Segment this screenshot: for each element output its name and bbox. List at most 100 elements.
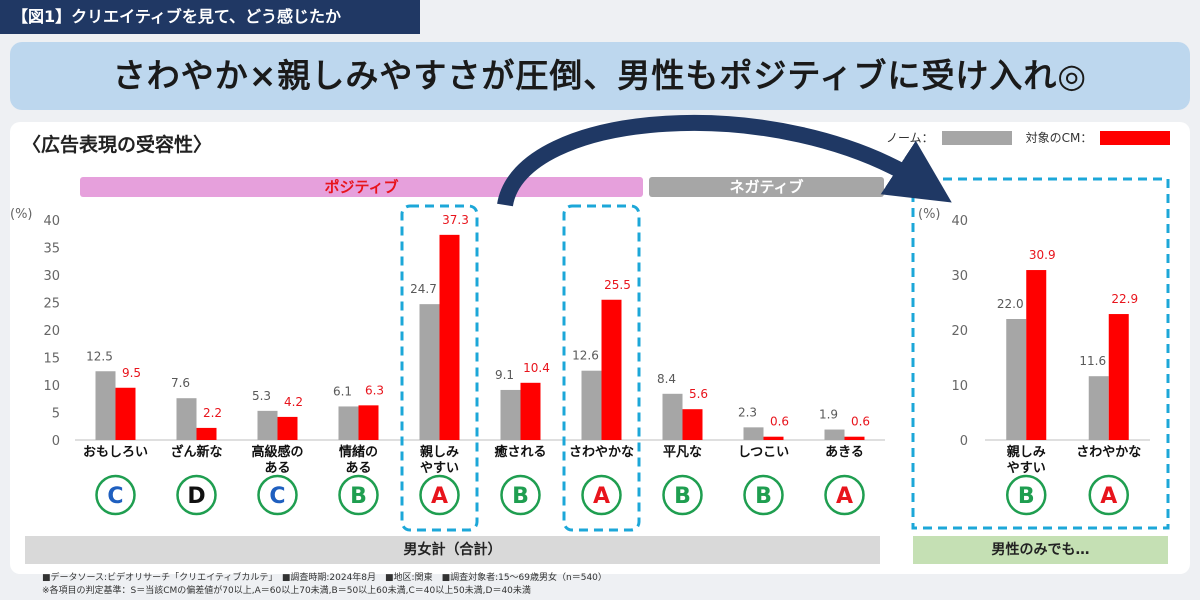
category-label: しつこい bbox=[738, 445, 789, 460]
grade-circle bbox=[1006, 474, 1047, 516]
source-note-2: ※各項目の判定基準：S＝当該CMの偏差値が70以上,A＝60以上70未満,B＝5… bbox=[42, 586, 531, 596]
y-tick-label: 5 bbox=[52, 407, 60, 422]
category-label: 高級感の bbox=[251, 444, 303, 460]
grade-letter: A bbox=[431, 484, 448, 509]
data-label-norm: 11.6 bbox=[1079, 354, 1106, 368]
main-chart: (%) 0 5 10 15 20 25 30 35 40 12.5 9.5 おもしろい C 7.6 2.2 ざん… bbox=[10, 204, 885, 532]
bar-norm bbox=[419, 304, 440, 440]
bar-target bbox=[1026, 270, 1047, 440]
y-tick-label: 20 bbox=[43, 324, 60, 339]
data-label-target: 0.6 bbox=[851, 415, 870, 429]
grade-circle bbox=[662, 474, 703, 516]
grade-circle bbox=[581, 474, 622, 516]
grade-circle bbox=[95, 474, 136, 516]
bar-target bbox=[358, 405, 379, 440]
grade-letter: B bbox=[1018, 484, 1035, 509]
category-label: ざん新な bbox=[170, 444, 222, 460]
data-label-norm: 6.1 bbox=[333, 384, 352, 398]
chart-subtitle: 〈広告表現の受容性〉 bbox=[22, 134, 213, 156]
y-tick-label: 30 bbox=[43, 269, 60, 284]
data-label-target: 0.6 bbox=[770, 415, 789, 429]
bar-norm bbox=[500, 389, 521, 440]
data-label-target: 9.5 bbox=[122, 366, 141, 380]
y-tick-label: 40 bbox=[951, 214, 968, 229]
grade-circle bbox=[419, 474, 460, 516]
data-label-norm: 2.3 bbox=[738, 405, 757, 419]
footer-male-bar: 男性のみでも… bbox=[913, 536, 1168, 564]
y-tick-label: 30 bbox=[951, 269, 968, 284]
bar-target bbox=[1108, 314, 1129, 440]
data-label-target: 10.4 bbox=[523, 361, 550, 375]
bar-target bbox=[763, 436, 784, 440]
footer-total-bar: 男女計（合計） bbox=[25, 536, 880, 564]
data-label-norm: 7.6 bbox=[171, 376, 190, 390]
data-label-target: 22.9 bbox=[1111, 292, 1138, 306]
category-label: やすい bbox=[420, 461, 459, 476]
bar-target bbox=[844, 436, 865, 440]
data-label-norm: 24.7 bbox=[410, 282, 437, 296]
bar-target bbox=[682, 409, 703, 440]
grade-letter: C bbox=[269, 484, 285, 509]
grade-letter: B bbox=[350, 484, 367, 509]
bar-target bbox=[520, 382, 541, 440]
y-tick-label: 0 bbox=[960, 434, 968, 449]
category-label: ある bbox=[264, 461, 290, 476]
category-label: さわやかな bbox=[569, 445, 634, 460]
source-note-1: ■データソース:ビデオリサーチ「クリエイティブカルテ」 ■調査時期:2024年8… bbox=[42, 573, 607, 583]
category-label: おもしろい bbox=[83, 445, 148, 460]
data-label-norm: 5.3 bbox=[252, 389, 271, 403]
curved-arrow bbox=[497, 114, 952, 207]
y-axis-unit: (%) bbox=[918, 207, 941, 222]
data-label-norm: 12.6 bbox=[572, 349, 599, 363]
grade-circle bbox=[500, 474, 541, 516]
data-label-target: 4.2 bbox=[284, 395, 303, 409]
legend-norm-swatch bbox=[941, 130, 1012, 145]
y-tick-label: 0 bbox=[52, 434, 60, 449]
source-notes: ■データソース:ビデオリサーチ「クリエイティブカルテ」 ■調査時期:2024年8… bbox=[42, 572, 607, 598]
negative-band: ネガティブ bbox=[649, 177, 884, 197]
grade-letter: A bbox=[593, 484, 610, 509]
grade-letter: B bbox=[674, 484, 691, 509]
legend-target-label: 対象のCM： bbox=[1025, 131, 1093, 145]
data-label-target: 30.9 bbox=[1029, 248, 1056, 262]
grade-letter: A bbox=[1100, 484, 1117, 509]
highlight-box bbox=[400, 204, 479, 532]
bar-norm bbox=[338, 406, 359, 440]
data-label-norm: 1.9 bbox=[819, 408, 838, 422]
grade-letter: A bbox=[836, 484, 853, 509]
category-label: 親しみ bbox=[1007, 444, 1046, 460]
bar-norm bbox=[1006, 319, 1027, 440]
bar-norm bbox=[257, 410, 278, 440]
bar-norm bbox=[1088, 376, 1109, 440]
category-label: 平凡な bbox=[663, 445, 702, 460]
bar-target bbox=[601, 299, 622, 440]
y-axis-unit: (%) bbox=[10, 207, 33, 222]
grade-letter: B bbox=[755, 484, 772, 509]
bar-target bbox=[277, 416, 298, 440]
grade-circle bbox=[1088, 474, 1129, 516]
grade-circle bbox=[257, 474, 298, 516]
data-label-target: 6.3 bbox=[365, 383, 384, 397]
headline-banner: さわやか×親しみやすさが圧倒、男性もポジティブに受け入れ◎ bbox=[10, 42, 1190, 110]
bar-norm bbox=[95, 371, 116, 440]
grade-letter: D bbox=[187, 484, 205, 509]
figure-tag: 【図1】クリエイティブを見て、どう感じたか bbox=[0, 0, 420, 34]
bar-norm bbox=[824, 429, 845, 440]
category-label: 親しみ bbox=[420, 444, 459, 460]
data-label-target: 25.5 bbox=[604, 278, 631, 292]
grade-letter: C bbox=[107, 484, 123, 509]
y-tick-label: 15 bbox=[43, 352, 60, 367]
data-label-norm: 22.0 bbox=[997, 297, 1024, 311]
grade-circle bbox=[743, 474, 784, 516]
data-label-target: 5.6 bbox=[689, 387, 708, 401]
category-label: やすい bbox=[1007, 461, 1046, 476]
category-label: ある bbox=[345, 461, 371, 476]
male-highlight-frame bbox=[911, 177, 1170, 530]
bar-norm bbox=[743, 427, 764, 440]
highlight-box bbox=[562, 204, 641, 532]
category-label: さわやかな bbox=[1076, 445, 1141, 460]
category-label: 癒される bbox=[494, 444, 546, 460]
y-tick-label: 10 bbox=[951, 379, 968, 394]
